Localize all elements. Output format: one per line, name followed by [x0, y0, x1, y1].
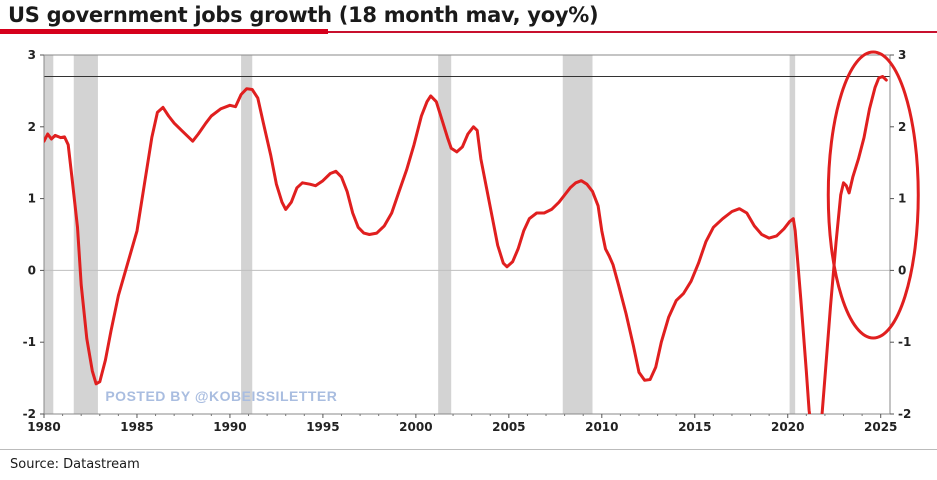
x-tick-label: 1985: [120, 420, 153, 434]
recession-bands: [44, 55, 796, 414]
y-tick-label-right: 3: [898, 48, 906, 62]
series-line: [44, 75, 888, 414]
x-tick-label: 1980: [27, 420, 60, 434]
y-tick-label-right: -1: [898, 335, 911, 349]
y-axis-left: 3 2 1 0 -1 -2: [23, 48, 44, 421]
x-tick-label: 2015: [678, 420, 711, 434]
x-tick-label: 2010: [585, 420, 618, 434]
recession-band: [438, 55, 452, 414]
y-tick-label-right: 0: [898, 263, 906, 277]
x-tick-label: 2020: [771, 420, 804, 434]
recession-band: [562, 55, 593, 414]
y-tick-label: 1: [28, 192, 36, 206]
y-tick-label: 0: [28, 263, 36, 277]
y-axis-right: 3 2 1 0 -1 -2: [890, 48, 911, 421]
y-tick-label: -2: [23, 407, 36, 421]
x-tick-label: 1990: [213, 420, 246, 434]
x-tick-label: 1995: [306, 420, 339, 434]
y-tick-label-right: 1: [898, 192, 906, 206]
footer-divider: [0, 449, 937, 450]
title-underline-accent: [0, 29, 328, 34]
y-tick-label-right: -2: [898, 407, 911, 421]
chart-title: US government jobs growth (18 month mav,…: [8, 3, 599, 27]
watermark: POSTED BY @KOBEISSILETTER: [105, 388, 337, 404]
y-tick-label: 3: [28, 48, 36, 62]
x-axis: 1980 1985 1990 1995 2000 2005 2010 2015 2020 2025: [27, 414, 897, 434]
y-tick-label: -1: [23, 335, 36, 349]
y-tick-label-right: 2: [898, 120, 906, 134]
y-tick-label: 2: [28, 120, 36, 134]
x-tick-label: 2005: [492, 420, 525, 434]
plot-frame: [43, 54, 891, 415]
title-underline: [0, 31, 937, 33]
reference-lines: [44, 76, 890, 271]
recession-band: [789, 55, 796, 414]
x-tick-label: 2025: [864, 420, 897, 434]
source-note: Source: Datastream: [10, 457, 140, 472]
x-tick-label: 2000: [399, 420, 432, 434]
recession-band: [241, 55, 253, 414]
annotation-circle: [826, 50, 920, 340]
recession-band: [44, 55, 54, 414]
